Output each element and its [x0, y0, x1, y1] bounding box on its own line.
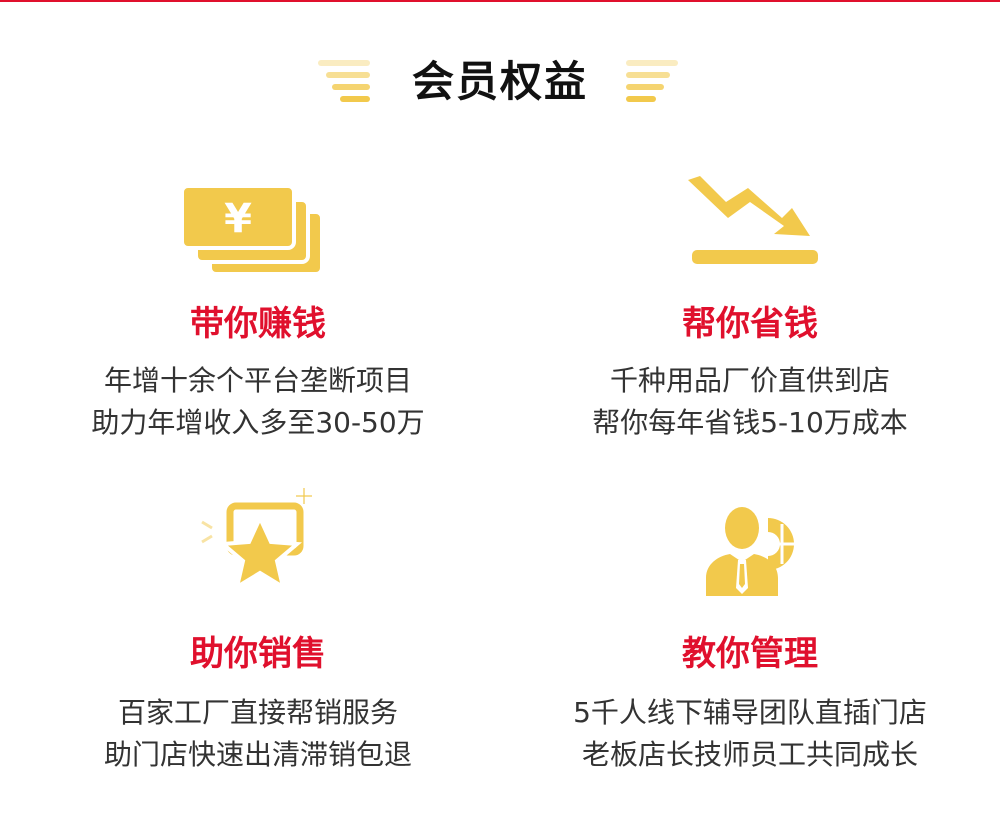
benefit-line: 助力年增收入多至30-50万: [91, 406, 425, 439]
benefit-description: 百家工厂直接帮销服务 助门店快速出清滞销包退: [8, 692, 508, 776]
benefit-description: 千种用品厂价直供到店 帮你每年省钱5-10万成本: [500, 360, 1000, 444]
benefit-description: 年增十余个平台垄断项目 助力年增收入多至30-50万: [8, 360, 508, 444]
benefit-card-earn: ¥ 带你赚钱 年增十余个平台垄断项目 助力年增收入多至30-50万: [8, 170, 508, 450]
star-badge-icon: [201, 488, 312, 592]
benefit-line: 助门店快速出清滞销包退: [103, 738, 412, 771]
benefit-card-manage: 教你管理 5千人线下辅导团队直插门店 老板店长技师员工共同成长: [500, 480, 1000, 780]
top-accent-bar: [0, 0, 1000, 2]
benefit-line: 老板店长技师员工共同成长: [581, 738, 918, 771]
benefit-line: 年增十余个平台垄断项目: [103, 364, 412, 397]
benefit-description: 5千人线下辅导团队直插门店 老板店长技师员工共同成长: [500, 692, 1000, 776]
benefit-title: 教你管理: [682, 634, 818, 674]
benefit-card-sales: 助你销售 百家工厂直接帮销服务 助门店快速出清滞销包退: [8, 480, 508, 780]
trend-down-icon: [688, 176, 818, 264]
benefit-card-save: 帮你省钱 千种用品厂价直供到店 帮你每年省钱5-10万成本: [500, 170, 1000, 450]
manager-icon: [706, 507, 800, 596]
left-stripes-icon: [318, 60, 370, 102]
benefit-line: 5千人线下辅导团队直插门店: [573, 696, 927, 729]
benefit-title: 带你赚钱: [190, 304, 326, 344]
benefit-line: 千种用品厂价直供到店: [609, 364, 890, 397]
page-title: 会员权益: [411, 57, 588, 106]
section-header: 会员权益: [0, 48, 1000, 120]
svg-text:¥: ¥: [224, 196, 252, 242]
benefit-line: 帮你每年省钱5-10万成本: [592, 406, 908, 439]
benefit-title: 帮你省钱: [682, 304, 818, 344]
money-stack-icon: ¥: [180, 184, 324, 276]
benefit-line: 百家工厂直接帮销服务: [117, 696, 398, 729]
right-stripes-icon: [626, 60, 678, 102]
benefit-title: 助你销售: [190, 634, 326, 674]
